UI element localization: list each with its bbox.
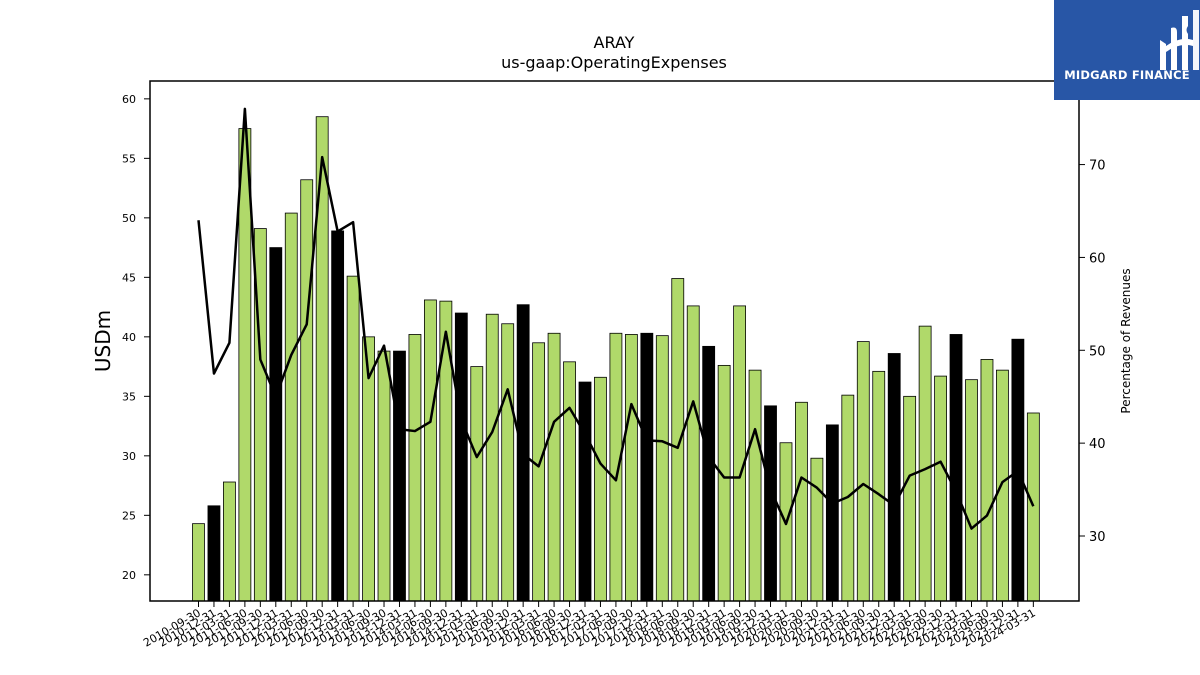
y-tick-label: 35 <box>122 390 136 403</box>
logo-text: MIDGARD FINANCE <box>1064 68 1190 82</box>
bar-2016-09-30 <box>563 361 576 602</box>
bar-2023-06-30 <box>980 359 994 602</box>
bar-2020-06-30 <box>795 401 808 602</box>
y2-axis-label: Percentage of Revenues <box>1119 268 1133 413</box>
bar-2010-09-30 <box>192 523 205 602</box>
bar-2014-03-31 <box>408 334 422 602</box>
bar-2015-06-30 <box>485 313 499 602</box>
bar-2020-09-30 <box>810 457 824 602</box>
bar-2021-06-30 <box>856 341 870 602</box>
bar-2015-03-31 <box>470 366 484 602</box>
midgard-finance-logo: MIDGARD FINANCE <box>1054 0 1200 100</box>
bar-2017-12-31 <box>640 332 654 602</box>
bar-2023-09-30 <box>996 369 1009 602</box>
bar-2012-03-31 <box>284 212 298 602</box>
bar-2018-12-31 <box>702 345 716 602</box>
y-tick-label: 45 <box>122 271 136 284</box>
y-tick-label: 25 <box>122 509 136 522</box>
y-tick-label: 30 <box>122 450 136 463</box>
chart-title: ARAY <box>594 33 635 52</box>
bar-2018-03-31 <box>655 335 669 602</box>
bar-2022-09-30 <box>934 375 947 602</box>
midgard-logo-mark-icon <box>1160 10 1199 70</box>
bar-2023-03-31 <box>965 379 978 602</box>
percentage-of-revenues-line <box>197 107 1035 530</box>
bar-2014-06-30 <box>423 299 437 602</box>
y-axis-ticks: 20 25 30 35 40 45 50 55 60 <box>122 93 150 582</box>
y2-tick-label: 70 <box>1089 159 1106 174</box>
y-tick-label: 55 <box>122 152 136 165</box>
bar-2012-12-31 <box>331 230 345 602</box>
bar-2021-12-31 <box>887 353 901 602</box>
plot-frame <box>149 80 1080 602</box>
bar-2020-12-31 <box>825 424 839 602</box>
bar-2013-09-30 <box>377 350 391 602</box>
bar-2013-03-31 <box>346 275 360 602</box>
bar-2016-12-31 <box>578 381 592 602</box>
bar-2018-09-30 <box>686 305 700 602</box>
chart-subtitle: us-gaap:OperatingExpenses <box>501 53 727 72</box>
bar-2017-03-31 <box>594 376 607 602</box>
bar-2019-12-31 <box>764 405 777 602</box>
bar-2022-06-30 <box>918 325 932 602</box>
y-tick-label: 60 <box>122 93 136 106</box>
bar-2010-12-31 <box>207 505 221 602</box>
bar-2011-06-30 <box>238 128 252 602</box>
bar-2014-12-31 <box>454 312 468 602</box>
bar-2017-09-30 <box>624 334 638 602</box>
bar-2013-12-31 <box>393 350 406 602</box>
bar-2015-09-30 <box>501 323 515 602</box>
bar-2022-03-31 <box>903 395 917 602</box>
bar-2016-06-30 <box>547 332 561 602</box>
bar-2022-12-31 <box>949 334 963 602</box>
bar-2019-03-31 <box>717 364 731 602</box>
y-tick-label: 40 <box>122 331 136 344</box>
y-tick-label: 50 <box>122 212 136 225</box>
bar-2011-12-31 <box>269 247 283 602</box>
y2-tick-label: 40 <box>1089 437 1106 452</box>
y-tick-label: 20 <box>122 569 136 582</box>
bar-2014-09-30 <box>439 300 453 602</box>
bar-2012-06-30 <box>300 179 314 602</box>
bar-2019-09-30 <box>748 369 762 602</box>
x-axis-ticks: 2010-09-302010-12-312011-03-312011-06-30… <box>141 601 1038 650</box>
bar-2021-09-30 <box>872 370 886 602</box>
bar-2017-06-30 <box>609 332 623 602</box>
y2-tick-label: 30 <box>1089 530 1106 545</box>
y2-tick-label: 60 <box>1089 251 1106 266</box>
y2-tick-label: 50 <box>1089 344 1106 359</box>
bar-2016-03-31 <box>532 342 546 602</box>
bar-2019-06-30 <box>733 305 746 602</box>
bar-2018-06-30 <box>671 278 685 602</box>
y2-axis-ticks: 30 40 50 60 70 <box>1079 159 1106 545</box>
bar-2024-03-31 <box>1026 412 1040 602</box>
line-series <box>197 107 1035 530</box>
bar-2011-03-31 <box>223 481 236 602</box>
y-axis-label: USDm <box>91 310 115 372</box>
